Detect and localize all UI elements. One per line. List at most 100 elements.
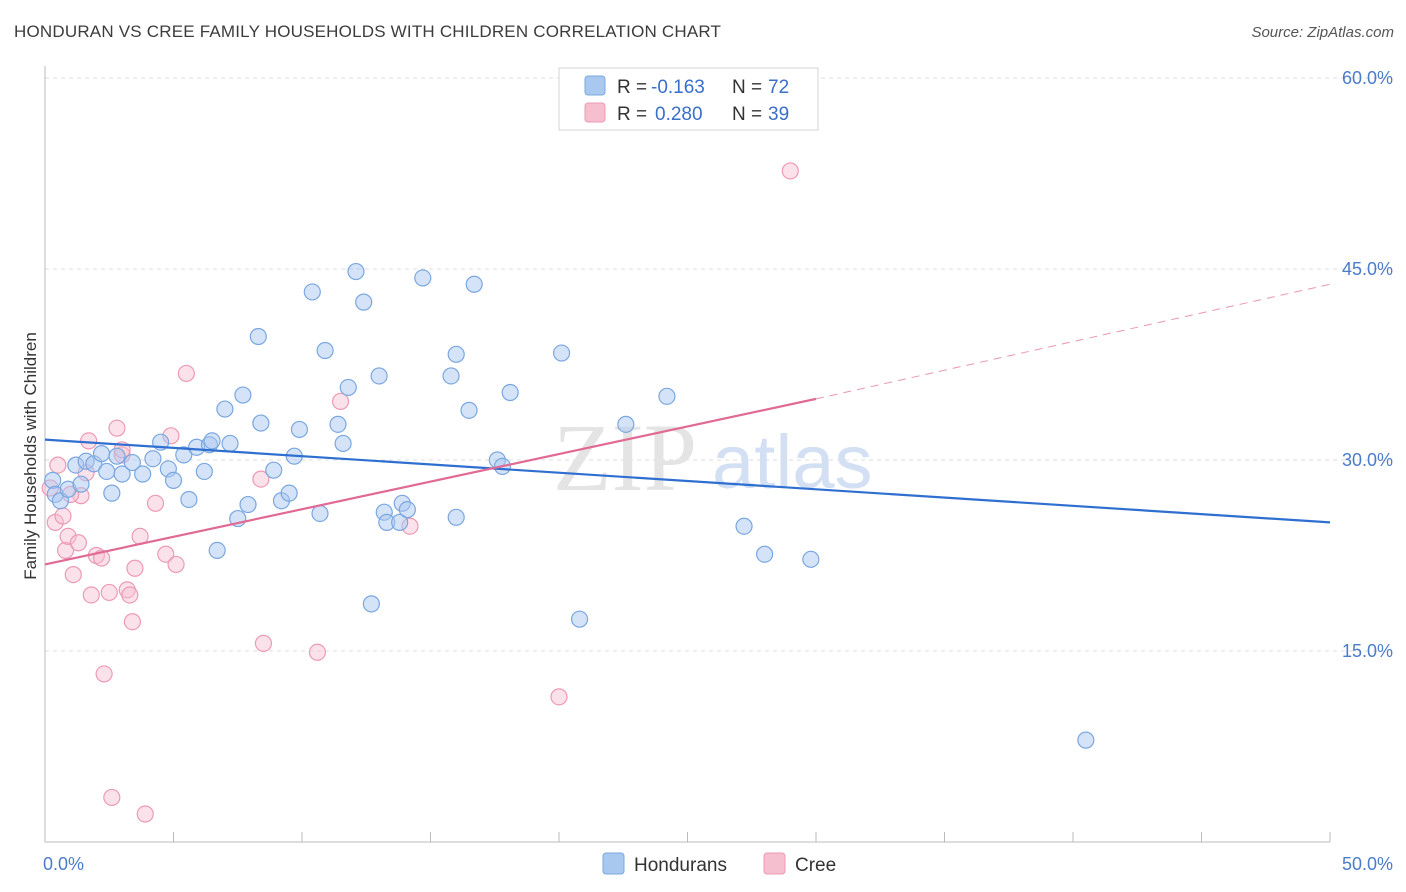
honduran-point-56 xyxy=(447,508,465,526)
honduran-point-55 xyxy=(447,345,465,363)
cree-point-28 xyxy=(167,555,185,574)
honduran-point-8 xyxy=(92,445,111,463)
y-axis-label: Family Households with Children xyxy=(21,332,40,580)
honduran-point-33 xyxy=(265,461,283,479)
honduran-point-19 xyxy=(175,446,193,464)
honduran-point-66 xyxy=(735,517,753,535)
honduran-point-41 xyxy=(329,415,347,433)
series-legend-swatch-hondurans xyxy=(602,852,625,875)
cree-point-35 xyxy=(550,688,568,706)
legend-swatch-cree xyxy=(584,102,606,123)
honduran-point-30 xyxy=(239,495,257,514)
x-tick-label-0: 0.0% xyxy=(43,854,84,874)
cree-point-30 xyxy=(252,470,270,488)
honduran-points xyxy=(44,262,1095,749)
cree-point-11 xyxy=(82,586,100,604)
x-tick-labels: 0.0% 50.0% xyxy=(43,854,1393,874)
honduran-point-43 xyxy=(339,378,357,397)
cree-point-14 xyxy=(95,665,113,683)
honduran-point-13 xyxy=(123,453,141,472)
honduran-point-68 xyxy=(802,550,820,568)
legend-r-label-1: R = xyxy=(617,77,647,98)
series-legend-label-hondurans: Hondurans xyxy=(634,855,727,876)
cree-trend-line xyxy=(44,397,817,566)
honduran-point-5 xyxy=(72,475,90,493)
legend-n-label-2: N = xyxy=(732,104,762,125)
chart-title: HONDURAN VS CREE FAMILY HOUSEHOLDS WITH … xyxy=(14,22,722,41)
honduran-point-46 xyxy=(362,595,380,613)
honduran-point-15 xyxy=(144,450,162,468)
honduran-point-57 xyxy=(460,401,478,419)
cree-point-5 xyxy=(59,527,77,546)
honduran-point-50 xyxy=(391,513,409,531)
honduran-point-58 xyxy=(465,275,483,293)
honduran-point-64 xyxy=(617,415,635,433)
y-tick-label-3: 60.0% xyxy=(1342,68,1393,88)
cree-point-3 xyxy=(54,507,72,525)
honduran-point-37 xyxy=(290,420,309,439)
honduran-trend-line xyxy=(44,438,1331,524)
honduran-point-31 xyxy=(249,327,267,346)
series-legend: Hondurans Cree xyxy=(602,852,836,876)
cree-point-10 xyxy=(80,432,98,450)
legend-n-label-1: N = xyxy=(732,77,762,98)
honduran-point-12 xyxy=(113,465,131,483)
y-tick-label-1: 30.0% xyxy=(1342,450,1393,470)
series-legend-swatch-cree xyxy=(763,852,786,875)
y-tick-label-0: 15.0% xyxy=(1342,641,1393,661)
honduran-point-53 xyxy=(414,269,432,287)
cree-point-31 xyxy=(254,634,273,652)
cree-point-6 xyxy=(64,565,82,584)
cree-point-26 xyxy=(157,545,175,563)
cree-point-33 xyxy=(331,392,350,411)
honduran-point-44 xyxy=(347,262,365,281)
honduran-point-29 xyxy=(234,386,252,404)
honduran-point-18 xyxy=(164,471,183,489)
legend-swatch-hondurans xyxy=(584,75,606,96)
cree-trend-extension xyxy=(815,283,1331,400)
honduran-point-0 xyxy=(44,471,62,489)
honduran-point-61 xyxy=(501,383,519,402)
cree-point-21 xyxy=(123,613,141,631)
grid-lines xyxy=(45,77,1392,652)
honduran-point-24 xyxy=(203,432,221,450)
honduran-point-32 xyxy=(252,414,270,432)
honduran-point-39 xyxy=(311,504,329,523)
honduran-point-62 xyxy=(552,344,571,362)
honduran-point-63 xyxy=(570,610,589,628)
trend-lines xyxy=(44,283,1331,566)
cree-point-16 xyxy=(103,788,121,807)
honduran-point-11 xyxy=(108,447,126,465)
cree-point-7 xyxy=(69,534,88,552)
honduran-point-67 xyxy=(755,545,774,563)
honduran-point-25 xyxy=(208,541,226,560)
honduran-point-35 xyxy=(280,484,298,502)
cree-point-2 xyxy=(49,456,67,474)
honduran-point-38 xyxy=(303,283,321,301)
cree-point-32 xyxy=(308,643,327,661)
cree-point-24 xyxy=(136,805,154,823)
y-tick-label-2: 45.0% xyxy=(1342,259,1393,279)
series-legend-label-cree: Cree xyxy=(795,855,836,876)
honduran-point-26 xyxy=(216,400,234,418)
cree-point-15 xyxy=(100,583,118,602)
legend-r-label-2: R = xyxy=(617,104,647,125)
honduran-point-65 xyxy=(658,387,676,405)
cree-point-20 xyxy=(121,586,139,604)
cree-point-17 xyxy=(108,419,126,437)
honduran-point-54 xyxy=(442,367,460,385)
honduran-point-14 xyxy=(134,465,152,483)
correlation-legend: R = -0.163 N = 72 R = 0.280 N = 39 xyxy=(558,67,819,131)
honduran-point-10 xyxy=(103,484,121,502)
legend-r-value-2: 0.280 xyxy=(655,104,703,125)
honduran-point-42 xyxy=(334,434,352,453)
x-tick-label-1: 50.0% xyxy=(1342,854,1393,874)
honduran-point-9 xyxy=(98,462,116,481)
honduran-point-27 xyxy=(221,434,239,453)
honduran-point-40 xyxy=(316,341,334,360)
honduran-point-45 xyxy=(355,293,373,311)
honduran-point-69 xyxy=(1077,731,1095,749)
legend-n-value-1: 72 xyxy=(768,77,789,98)
cree-point-29 xyxy=(177,364,195,383)
